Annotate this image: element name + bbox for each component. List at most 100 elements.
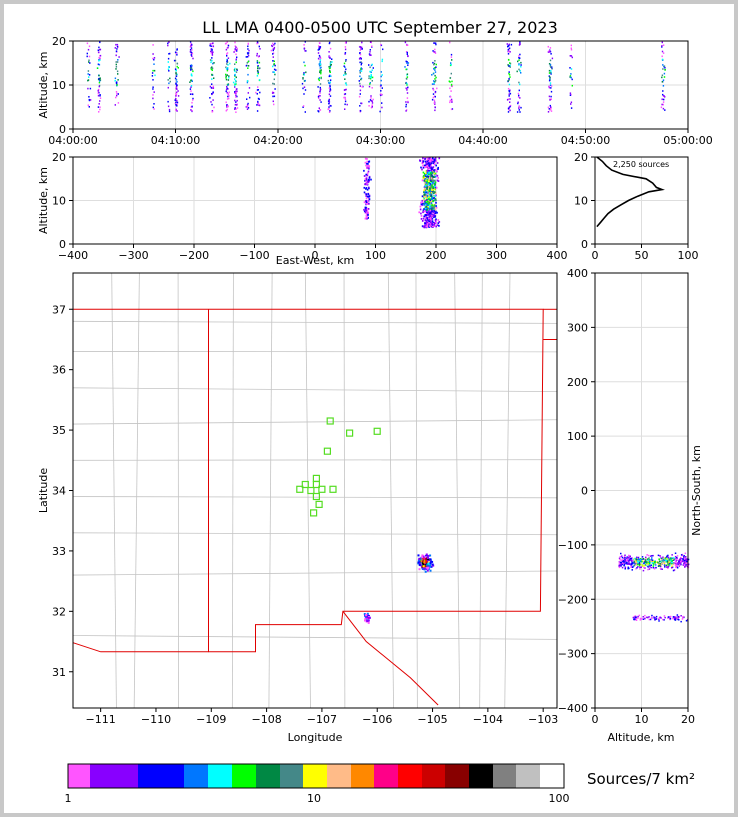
ew-altitude-source <box>367 178 370 181</box>
time-height-source <box>175 73 178 76</box>
altitude-ns-source <box>647 562 650 564</box>
time-height-source <box>115 54 117 57</box>
ew-altitude-ytick-label: 0 <box>59 238 66 251</box>
altitude-ns-source <box>649 559 651 561</box>
altitude-ns-source <box>687 563 690 565</box>
time-height-source <box>175 75 178 77</box>
time-height-source <box>406 89 408 91</box>
time-height-source <box>405 101 407 103</box>
time-height-source <box>449 99 451 102</box>
time-height-source <box>508 65 510 67</box>
time-height-source <box>661 50 664 53</box>
time-height-source <box>360 77 363 80</box>
time-height-source <box>319 57 322 59</box>
time-height-source <box>569 55 571 57</box>
altitude-ns-source <box>630 564 632 566</box>
time-height-source <box>88 96 90 98</box>
ew-altitude-source <box>366 216 368 218</box>
time-height-source <box>234 41 236 44</box>
altitude-ns-source <box>671 561 673 564</box>
time-height-source <box>255 91 257 94</box>
altitude-ns-ytick-label: −300 <box>558 648 588 661</box>
time-height-source <box>235 108 237 110</box>
time-height-source <box>317 52 320 54</box>
colorbar-segment <box>493 764 516 788</box>
ew-altitude-xlabel: East-West, km <box>276 254 354 267</box>
ew-altitude-source <box>433 188 436 191</box>
time-height-source <box>189 41 192 43</box>
ew-altitude-source <box>368 175 371 178</box>
time-height-source <box>226 91 228 94</box>
plan-view-ytick-label: 32 <box>52 605 66 618</box>
ew-altitude-source <box>424 214 427 216</box>
time-height-source <box>331 58 333 60</box>
time-height-source <box>247 65 250 67</box>
time-height-source <box>319 89 321 92</box>
ew-altitude-source <box>427 166 430 169</box>
time-height-source <box>211 83 213 85</box>
colorbar-segment <box>540 764 564 788</box>
altitude-ns-source <box>650 616 653 619</box>
plan-view-source <box>417 554 420 557</box>
time-height-source <box>97 63 100 66</box>
time-height-source <box>549 63 552 66</box>
time-height-source <box>570 68 573 70</box>
time-height-source <box>344 93 347 95</box>
ew-altitude-source <box>424 222 426 225</box>
ew-altitude-source <box>366 209 369 212</box>
altitude-ns-source <box>639 566 641 569</box>
time-height-source <box>190 106 192 108</box>
time-height-source <box>211 110 213 113</box>
time-height-source <box>360 57 362 59</box>
time-height-source <box>450 83 453 86</box>
time-height-source <box>549 50 551 53</box>
lma-station-marker <box>323 447 331 455</box>
time-height-source <box>225 78 228 81</box>
time-height-source <box>434 51 436 53</box>
time-height-source <box>380 84 382 87</box>
altitude-ns-source <box>620 561 623 564</box>
time-height-source <box>176 103 178 106</box>
ew-altitude-source <box>427 210 430 212</box>
time-height-source <box>406 82 408 85</box>
altitude-ns-source <box>649 618 652 621</box>
time-height-source <box>235 71 238 73</box>
time-height-source <box>247 92 249 94</box>
time-height-source <box>88 106 90 108</box>
time-height-source <box>449 41 451 44</box>
time-height-source <box>506 99 509 101</box>
altitude-ns-source <box>658 563 660 566</box>
ew-altitude-xtick-label: −200 <box>179 249 209 262</box>
time-height-source <box>234 45 236 47</box>
plan-view-source <box>364 618 367 620</box>
ew-altitude-source <box>363 186 366 189</box>
time-height-source <box>359 82 361 85</box>
time-height-source <box>190 86 192 88</box>
ew-altitude-source <box>429 204 431 206</box>
altitude-ns-source <box>620 565 622 567</box>
ew-altitude-source <box>432 221 434 224</box>
altitude-ns-source <box>623 564 625 567</box>
ew-altitude-source <box>428 164 430 167</box>
ew-altitude-source <box>422 160 425 163</box>
ew-altitude-source <box>429 199 432 202</box>
ew-altitude-source <box>420 166 422 169</box>
time-height-source <box>360 58 362 60</box>
altitude-ns-frame <box>594 272 689 709</box>
time-height-source <box>210 45 212 47</box>
time-height-source <box>343 93 346 96</box>
time-height-source <box>246 52 249 54</box>
altitude-ns-source <box>630 566 632 568</box>
time-height-source <box>369 83 371 85</box>
time-height-source <box>381 102 383 104</box>
time-height-source <box>361 41 363 44</box>
time-height-source <box>176 88 178 90</box>
altitude-ns-source <box>623 562 626 564</box>
ew-altitude-source <box>364 178 367 180</box>
ew-altitude-source <box>422 177 425 180</box>
time-height-source <box>189 64 192 67</box>
time-height-source <box>319 59 322 61</box>
ew-altitude-source <box>423 208 425 210</box>
ew-altitude-source <box>364 211 367 213</box>
ew-altitude-source <box>421 220 424 222</box>
